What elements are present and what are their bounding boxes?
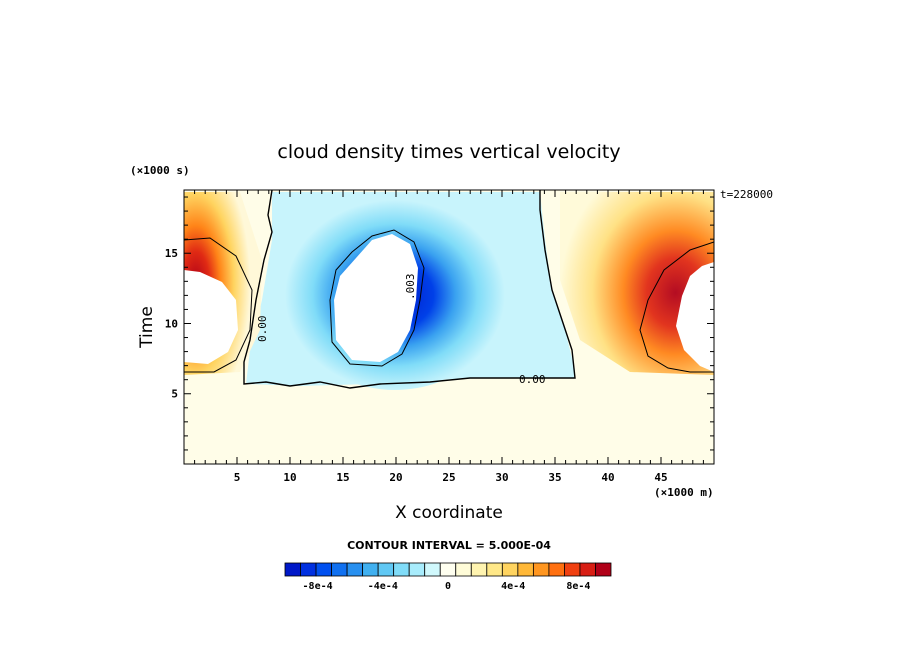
- x-tick-label: 10: [283, 471, 296, 484]
- contour-label-core: .003: [404, 274, 417, 301]
- colorbar-swatch: [346, 562, 364, 577]
- colorbar-swatch: [564, 562, 581, 577]
- colorbar-swatch: [548, 562, 565, 577]
- colorbar-swatch: [393, 562, 410, 577]
- colorbar-swatch: [424, 562, 441, 577]
- left-rim-hole: [184, 270, 238, 364]
- colorbar-swatch: [284, 562, 301, 577]
- y-tick-label: 5: [171, 388, 178, 401]
- colorbar: [284, 562, 612, 577]
- negative-core-hole: [334, 234, 418, 362]
- y-axis-ticks: 5 10 15: [165, 196, 714, 451]
- colorbar-tick-label: 8e-4: [566, 581, 590, 592]
- colorbar-swatch: [486, 562, 503, 577]
- right-positive-rim: [560, 192, 714, 375]
- colorbar-swatch: [501, 562, 519, 577]
- right-rim-hole: [676, 262, 714, 372]
- colorbar-tick-label: 0: [445, 581, 451, 592]
- right-rim-contour-line: [639, 241, 714, 373]
- x-tick-label: 25: [442, 471, 455, 484]
- colorbar-swatch: [362, 562, 379, 577]
- colorbar-swatch: [408, 562, 426, 577]
- x-tick-label: 15: [336, 471, 349, 484]
- colorbar-swatch: [470, 562, 488, 577]
- time-stamp-label: t=228000: [720, 188, 773, 201]
- colorbar-swatch: [439, 562, 457, 577]
- x-tick-label: 35: [548, 471, 561, 484]
- y-tick-label: 15: [165, 247, 178, 260]
- x-axis-label: X coordinate: [395, 503, 503, 523]
- x-axis-ticks: 5 10 15 20 25 30 35 40 45: [194, 190, 704, 484]
- colorbar-tick-label: -8e-4: [303, 581, 333, 592]
- colorbar-swatch: [377, 562, 395, 577]
- colorbar-swatch: [315, 562, 332, 577]
- x-tick-label: 30: [495, 471, 508, 484]
- contour-interval-text: CONTOUR INTERVAL = 5.000E-04: [347, 539, 551, 552]
- x-tick-label: 40: [601, 471, 614, 484]
- x-tick-label: 5: [234, 471, 241, 484]
- colorbar-tick-label: -4e-4: [368, 581, 398, 592]
- contour-label-bottom: 0.00: [519, 373, 546, 386]
- colorbar-swatch: [455, 562, 472, 577]
- colorbar-swatch: [331, 562, 348, 577]
- chart-title: cloud density times vertical velocity: [277, 141, 620, 163]
- x-unit-label: (×1000 m): [654, 486, 714, 499]
- colorbar-swatch: [517, 562, 534, 577]
- core-contour-line: [329, 229, 425, 367]
- colorbar-swatch: [300, 562, 317, 577]
- y-axis-label: Time: [137, 306, 157, 349]
- y-tick-label: 10: [165, 317, 178, 330]
- zero-contour-line: [243, 190, 576, 389]
- x-tick-label: 20: [389, 471, 402, 484]
- colorbar-swatch: [595, 562, 612, 577]
- colorbar-labels: -8e-4 -4e-4 0 4e-4 8e-4: [303, 581, 591, 592]
- plot-area: [184, 190, 714, 464]
- contour-label-left: 0.00: [256, 316, 269, 343]
- colorbar-tick-label: 4e-4: [501, 581, 525, 592]
- left-rim-contour-line: [184, 237, 253, 373]
- colorbar-swatch: [532, 562, 550, 577]
- colorbar-swatch: [579, 562, 596, 577]
- y-unit-label: (×1000 s): [130, 164, 190, 177]
- x-tick-label: 45: [654, 471, 667, 484]
